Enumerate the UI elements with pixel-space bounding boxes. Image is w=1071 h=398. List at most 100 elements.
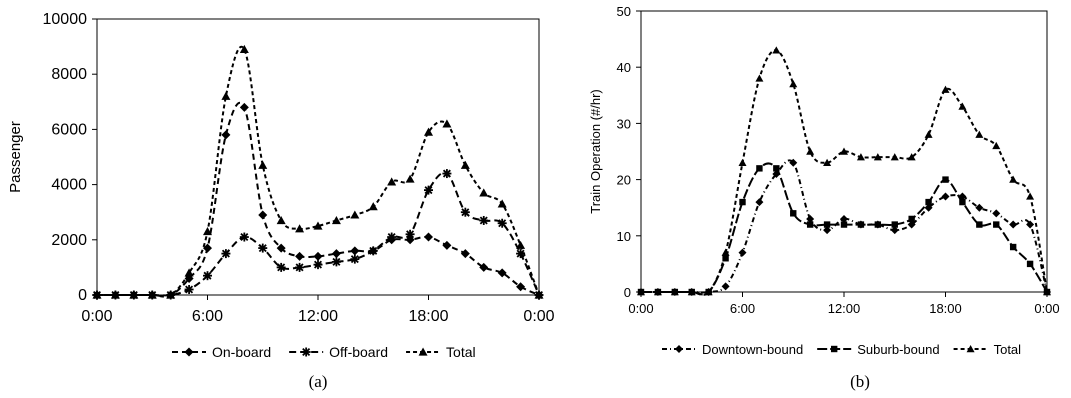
x-tick-label: 18:00	[929, 301, 962, 316]
y-tick-label: 10	[617, 229, 631, 244]
legend-label: Total	[994, 342, 1022, 357]
data-point-stroke	[221, 249, 230, 258]
legend-label: Suburb-bound	[857, 342, 939, 357]
data-point	[331, 257, 341, 267]
data-point	[497, 218, 507, 228]
legend-marker-stroke	[302, 347, 311, 357]
data-point	[772, 46, 781, 54]
data-point	[1009, 243, 1017, 251]
data-point	[993, 221, 1000, 228]
data-point	[941, 192, 950, 201]
data-point-stroke	[185, 285, 194, 294]
y-axis-label: Train Operation (#/hr)	[588, 89, 603, 214]
y-tick-label: 30	[617, 116, 631, 131]
legend-label: Downtown-bound	[702, 342, 803, 357]
legend-label: On-board	[212, 344, 271, 360]
data-point	[840, 147, 848, 155]
series-line	[641, 162, 1048, 296]
data-point	[755, 198, 764, 207]
data-point-stroke	[313, 260, 323, 269]
data-point-stroke	[332, 257, 341, 266]
data-point	[442, 169, 452, 179]
data-point	[755, 74, 764, 82]
y-tick-label: 8000	[51, 66, 87, 83]
x-tick-label: 0:00	[523, 308, 554, 325]
legend-marker	[301, 347, 311, 357]
data-point	[840, 214, 848, 223]
data-point	[653, 288, 662, 296]
data-point	[313, 260, 323, 270]
y-tick-label: 4000	[51, 177, 87, 194]
data-point	[975, 203, 984, 212]
data-point	[184, 268, 194, 277]
data-point-stroke	[424, 186, 433, 195]
data-point	[789, 80, 798, 88]
data-point	[975, 130, 984, 138]
data-point	[773, 165, 780, 172]
data-point	[670, 288, 679, 296]
data-point	[387, 232, 397, 242]
x-tick-label: 12:00	[828, 301, 861, 316]
data-point	[1009, 220, 1018, 229]
data-point	[1026, 260, 1034, 268]
data-point	[516, 240, 526, 249]
data-point-stroke	[240, 233, 249, 242]
data-point	[239, 232, 249, 242]
data-point	[721, 248, 730, 256]
chart-a: 0 2000 4000 6000 8000 10000 0:00 6:00 12:00 18:00…	[7, 11, 555, 391]
legend-label: Total	[446, 344, 476, 360]
y-tick-label: 50	[617, 4, 631, 19]
legend: Downtown-bound Suburb-bound Total	[662, 342, 1021, 357]
data-point	[258, 210, 268, 220]
y-axis-label: Passenger	[7, 121, 24, 193]
data-point	[295, 224, 305, 233]
data-point	[908, 215, 915, 223]
data-point	[823, 221, 831, 228]
data-point	[479, 262, 489, 272]
data-point	[959, 198, 966, 206]
legend: On-board Off-board Total	[172, 344, 476, 360]
data-point	[516, 282, 526, 292]
legend-marker	[184, 347, 194, 357]
series-total	[92, 44, 544, 299]
data-point	[295, 251, 305, 261]
data-point	[806, 214, 815, 223]
data-point	[497, 268, 507, 278]
data-point	[840, 221, 848, 228]
data-point-stroke	[277, 263, 286, 272]
data-point	[1026, 220, 1035, 229]
data-point	[184, 284, 194, 294]
data-point-stroke	[387, 233, 396, 242]
data-point	[203, 243, 212, 253]
data-point	[738, 248, 747, 257]
data-point	[873, 153, 882, 161]
data-point	[704, 288, 713, 296]
data-point	[331, 215, 341, 225]
data-point-stroke	[295, 263, 304, 272]
data-point	[479, 188, 489, 197]
y-tick-label: 10000	[43, 11, 88, 28]
y-tick-label: 6000	[51, 121, 87, 138]
data-point	[405, 229, 415, 239]
data-point	[907, 153, 916, 161]
data-point	[442, 240, 452, 250]
data-point	[276, 243, 286, 253]
data-point	[92, 290, 102, 299]
data-point	[941, 85, 950, 93]
data-point	[924, 203, 933, 212]
data-point	[890, 153, 899, 161]
data-point	[890, 226, 899, 235]
data-point-stroke	[479, 216, 488, 225]
data-point	[891, 221, 898, 228]
y-tick-label: 2000	[51, 232, 87, 249]
data-point	[350, 210, 360, 219]
data-point	[907, 220, 916, 229]
data-point	[806, 221, 814, 228]
data-point	[313, 251, 323, 261]
data-point	[313, 221, 323, 230]
data-point-stroke	[498, 219, 507, 228]
legend-marker	[966, 345, 975, 353]
data-point	[368, 246, 378, 256]
data-point	[460, 160, 470, 169]
data-point	[721, 282, 730, 291]
